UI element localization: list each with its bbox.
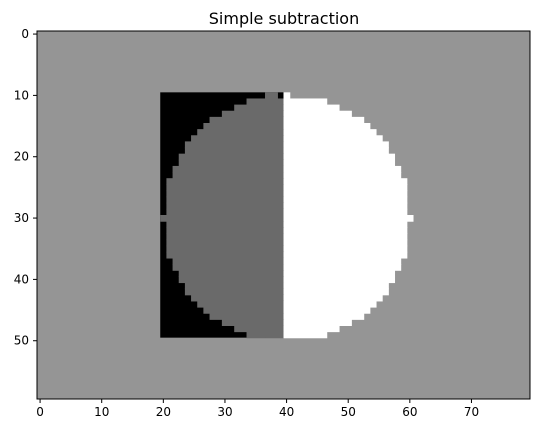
disk-left-row bbox=[172, 257, 285, 265]
x-tick-label: 50 bbox=[341, 405, 356, 419]
disk-left-row bbox=[184, 288, 285, 296]
disk-left-row bbox=[178, 159, 285, 167]
disk-right-row bbox=[283, 270, 396, 277]
disk-right-row bbox=[283, 190, 408, 198]
center-column-region bbox=[265, 92, 278, 338]
y-tick-label: 20 bbox=[14, 150, 29, 164]
y-tick-label: 50 bbox=[14, 334, 29, 348]
disk-right-row bbox=[283, 221, 408, 228]
disk-right-row bbox=[283, 147, 389, 155]
disk-left-row bbox=[234, 325, 285, 333]
disk-left-row bbox=[166, 227, 285, 234]
chart-title: Simple subtraction bbox=[209, 9, 359, 28]
disk-left-row bbox=[166, 196, 285, 204]
disk-right-row bbox=[283, 159, 396, 167]
disk-right-row bbox=[283, 282, 389, 290]
disk-left-row bbox=[166, 184, 285, 192]
x-tick-label: 70 bbox=[464, 405, 479, 419]
disk-right-row bbox=[283, 208, 408, 216]
disk-right-row bbox=[283, 276, 396, 284]
disk-left-row bbox=[178, 276, 285, 284]
disk-left-row bbox=[166, 233, 285, 241]
disk-left-row bbox=[166, 221, 285, 228]
disk-left-row bbox=[160, 215, 285, 222]
x-tick-label: 10 bbox=[94, 405, 109, 419]
plot-area bbox=[37, 31, 530, 399]
x-tick-label: 0 bbox=[36, 405, 44, 419]
disk-left-row bbox=[184, 141, 285, 149]
disk-left-row bbox=[184, 147, 285, 155]
disk-right-row bbox=[283, 239, 408, 247]
disk-right-row bbox=[283, 313, 365, 320]
disk-left-row bbox=[172, 172, 285, 179]
disk-right-row bbox=[283, 92, 291, 100]
disk-left-row bbox=[197, 129, 285, 136]
disk-right-row bbox=[283, 300, 377, 308]
disk-right-row bbox=[283, 233, 408, 241]
disk-right-row bbox=[283, 257, 402, 265]
disk-left-row bbox=[234, 104, 285, 112]
y-tick-label: 40 bbox=[14, 272, 29, 286]
disk-right-row bbox=[283, 325, 340, 333]
disk-left-row bbox=[166, 251, 285, 259]
disk-left-row bbox=[166, 202, 285, 210]
disk-left-row bbox=[191, 135, 285, 142]
disk-right-row bbox=[283, 294, 383, 302]
x-tick-label: 20 bbox=[156, 405, 171, 419]
y-axis: 0 10 20 30 40 50 bbox=[14, 27, 37, 348]
disk-right-row bbox=[283, 331, 328, 339]
disk-right-row bbox=[283, 264, 402, 271]
disk-left-row bbox=[166, 190, 285, 198]
disk-left-row bbox=[209, 116, 285, 124]
disk-left-row bbox=[184, 282, 285, 290]
x-tick-label: 60 bbox=[402, 405, 417, 419]
disk-left-row bbox=[166, 208, 285, 216]
disk-right-row bbox=[283, 123, 371, 130]
disk-right-row bbox=[283, 184, 408, 192]
disk-left-row bbox=[172, 165, 285, 173]
y-tick-label: 30 bbox=[14, 211, 29, 225]
disk-right-row bbox=[283, 196, 408, 204]
plot-frame bbox=[36, 30, 531, 400]
disk-right-row bbox=[283, 129, 377, 136]
disk-left-row bbox=[166, 178, 285, 185]
disk-left-row bbox=[191, 294, 285, 302]
x-tick-label: 30 bbox=[217, 405, 232, 419]
disk-left-row bbox=[209, 313, 285, 320]
disk-right-row bbox=[283, 288, 389, 296]
disk-right-row bbox=[283, 307, 371, 314]
disk-right-row bbox=[283, 141, 389, 149]
disk-left-row bbox=[166, 245, 285, 253]
disk-left-row bbox=[197, 300, 285, 308]
disk-left-row bbox=[178, 153, 285, 161]
disk-right-row bbox=[283, 202, 408, 210]
disk-right-row bbox=[283, 104, 340, 112]
disk-right-row bbox=[283, 165, 402, 173]
disk-left-row bbox=[221, 110, 285, 118]
disk-left-row bbox=[203, 307, 285, 314]
disk-right-row bbox=[283, 116, 365, 124]
disk-right-row bbox=[283, 98, 328, 106]
x-tick-label: 40 bbox=[279, 405, 294, 419]
disk-right-row bbox=[283, 245, 408, 253]
disk-right-row bbox=[283, 178, 408, 185]
disk-left-row bbox=[166, 239, 285, 247]
disk-right-row bbox=[283, 172, 402, 179]
disk-left-row bbox=[172, 264, 285, 271]
disk-left-row bbox=[221, 319, 285, 326]
x-axis: 0 10 20 30 40 50 60 70 bbox=[36, 399, 479, 419]
disk-right-row bbox=[283, 227, 408, 234]
disk-left-row bbox=[203, 123, 285, 130]
disk-right-row bbox=[283, 215, 414, 222]
disk-right-row bbox=[283, 110, 352, 118]
disk-right-row bbox=[283, 319, 352, 326]
y-tick-label: 10 bbox=[14, 88, 29, 102]
disk-right-row bbox=[283, 251, 408, 259]
disk-right-row bbox=[283, 153, 396, 161]
y-tick-label: 0 bbox=[21, 27, 29, 41]
disk-left-row bbox=[178, 270, 285, 277]
disk-right-row bbox=[283, 135, 383, 142]
